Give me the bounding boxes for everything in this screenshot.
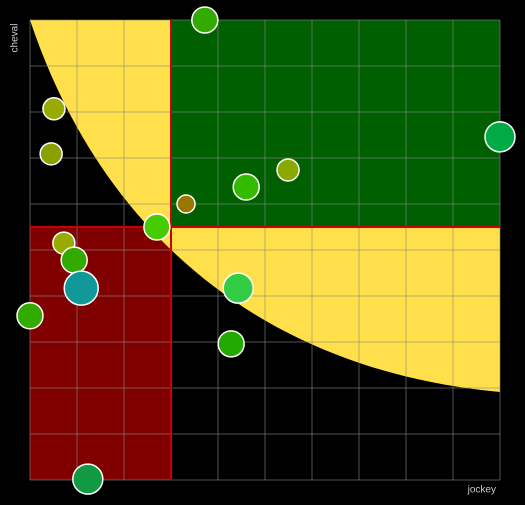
- bubble: [191, 6, 219, 34]
- bubble: [143, 213, 171, 241]
- bubble: [16, 302, 44, 330]
- y-axis-label: cheval: [10, 24, 21, 53]
- bubble: [63, 270, 99, 306]
- bubble: [276, 158, 300, 182]
- bubble: [72, 463, 104, 495]
- bubble: [60, 246, 88, 274]
- bubble: [42, 97, 66, 121]
- thresholds: [30, 20, 500, 480]
- points: [16, 6, 516, 495]
- bubble: [39, 142, 63, 166]
- high-quadrant: [171, 20, 500, 227]
- bubble: [217, 330, 245, 358]
- bubble: [232, 173, 260, 201]
- bubble: [176, 194, 196, 214]
- low-quadrant: [30, 227, 171, 480]
- x-axis-label: jockey: [467, 485, 496, 496]
- bubble: [484, 121, 516, 153]
- bubble: [222, 272, 254, 304]
